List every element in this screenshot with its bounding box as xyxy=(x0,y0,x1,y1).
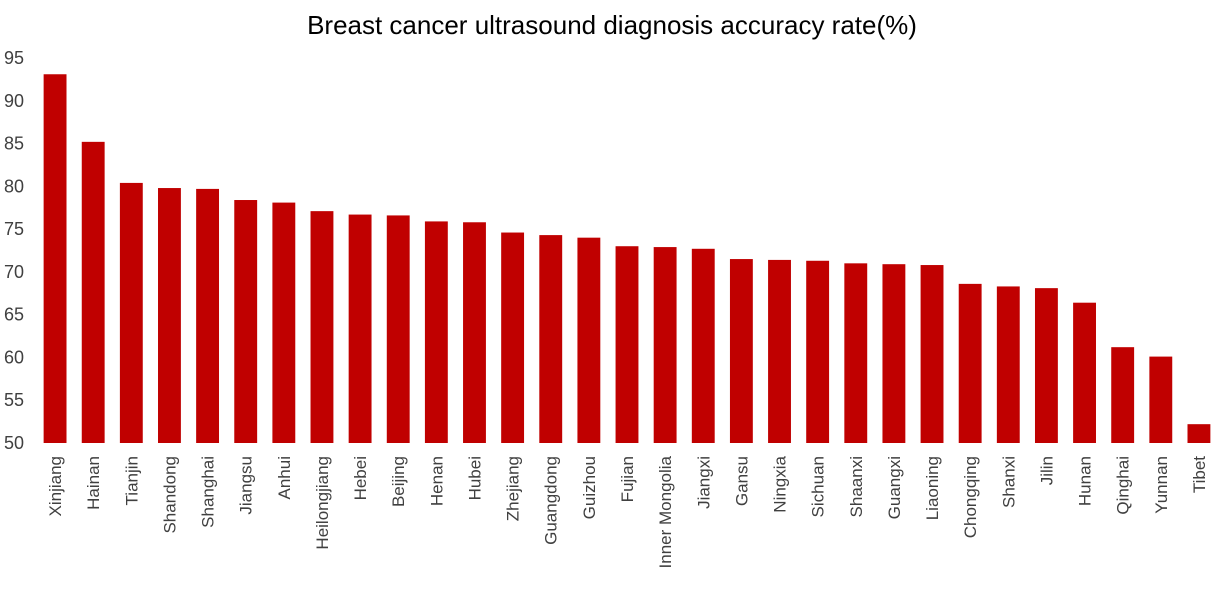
bars xyxy=(43,74,1211,443)
bar-yunnan xyxy=(1149,356,1173,443)
x-tick-label: Shaanxi xyxy=(847,456,866,517)
bar-henan xyxy=(424,221,448,443)
bar-shaanxi xyxy=(844,263,868,443)
x-tick-label: Tibet xyxy=(1190,456,1209,493)
x-tick-label: Henan xyxy=(427,456,446,506)
bar-hainan xyxy=(81,141,105,443)
chart-title: Breast cancer ultrasound diagnosis accur… xyxy=(307,10,917,40)
x-tick-label: Shanxi xyxy=(999,456,1018,508)
bar-jilin xyxy=(1034,288,1058,443)
x-tick-label: Hebei xyxy=(351,456,370,500)
x-tick-label: Jiangxi xyxy=(694,456,713,509)
y-tick-label: 65 xyxy=(4,305,24,325)
x-tick-label: Heilongjiang xyxy=(313,456,332,550)
x-tick-label: Qinghai xyxy=(1114,456,1133,515)
bar-inner-mongolia xyxy=(653,247,677,443)
bar-beijing xyxy=(386,215,410,443)
bar-heilongjiang xyxy=(310,211,334,443)
bar-shandong xyxy=(158,188,181,443)
y-tick-label: 90 xyxy=(4,91,24,111)
y-tick-label: 50 xyxy=(4,433,24,453)
x-tick-label: Shandong xyxy=(160,456,179,534)
bar-fujian xyxy=(615,246,639,443)
x-tick-label: Guangdong xyxy=(542,456,561,545)
bar-ningxia xyxy=(768,259,791,443)
bar-xinjiang xyxy=(43,74,67,443)
bar-guangxi xyxy=(882,264,906,443)
bar-zhejiang xyxy=(501,232,525,443)
x-tick-label: Hunan xyxy=(1076,456,1095,506)
x-tick-label: Guizhou xyxy=(580,456,599,519)
x-tick-label: Sichuan xyxy=(809,456,828,517)
x-tick-label: Ningxia xyxy=(771,455,790,512)
y-tick-label: 70 xyxy=(4,262,24,282)
bar-guangdong xyxy=(539,235,563,443)
x-tick-label: Yunnan xyxy=(1152,456,1171,514)
x-tick-label: Jiangsu xyxy=(237,456,256,515)
y-tick-label: 55 xyxy=(4,390,24,410)
x-tick-label: Tianjin xyxy=(122,456,141,505)
x-tick-label: Liaoning xyxy=(923,456,942,520)
y-tick-label: 85 xyxy=(4,134,24,154)
x-tick-label: Hainan xyxy=(84,456,103,510)
x-tick-label: Beijing xyxy=(389,456,408,507)
y-tick-label: 80 xyxy=(4,176,24,196)
bar-tibet xyxy=(1187,424,1211,443)
y-tick-label: 95 xyxy=(4,48,24,68)
bar-chongqing xyxy=(958,283,982,443)
bar-anhui xyxy=(272,202,296,443)
bar-hubei xyxy=(463,222,486,443)
bar-sichuan xyxy=(806,260,830,443)
x-tick-label: Guangxi xyxy=(885,456,904,519)
x-tick-label: Hubei xyxy=(465,456,484,500)
x-tick-label: Anhui xyxy=(275,456,294,499)
y-tick-label: 75 xyxy=(4,219,24,239)
x-tick-label: Chongqing xyxy=(961,456,980,538)
bar-hunan xyxy=(1073,302,1096,443)
bar-jiangxi xyxy=(691,248,715,443)
x-tick-label: Fujian xyxy=(618,456,637,502)
bar-tianjin xyxy=(119,182,143,443)
x-axis: Xinjiang Hainan Tianjin Shandong Shanghai Jia… xyxy=(46,455,1209,568)
x-tick-label: Zhejiang xyxy=(504,456,523,521)
bar-shanxi xyxy=(996,286,1020,443)
bar-jiangsu xyxy=(234,200,258,443)
bar-liaoning xyxy=(920,265,944,443)
y-tick-label: 60 xyxy=(4,347,24,367)
bar-hebei xyxy=(348,214,372,443)
x-tick-label: Inner Mongolia xyxy=(656,455,675,568)
x-tick-label: Jilin xyxy=(1037,456,1056,485)
x-tick-label: Xinjiang xyxy=(46,456,65,517)
x-tick-label: Gansu xyxy=(732,456,751,506)
y-axis: 50 55 60 65 70 75 80 85 90 95 xyxy=(4,48,24,453)
bar-qinghai xyxy=(1111,347,1135,443)
bar-gansu xyxy=(729,259,753,443)
bar-guizhou xyxy=(577,237,601,443)
x-tick-label: Shanghai xyxy=(199,456,218,528)
bar-shanghai xyxy=(196,188,220,443)
